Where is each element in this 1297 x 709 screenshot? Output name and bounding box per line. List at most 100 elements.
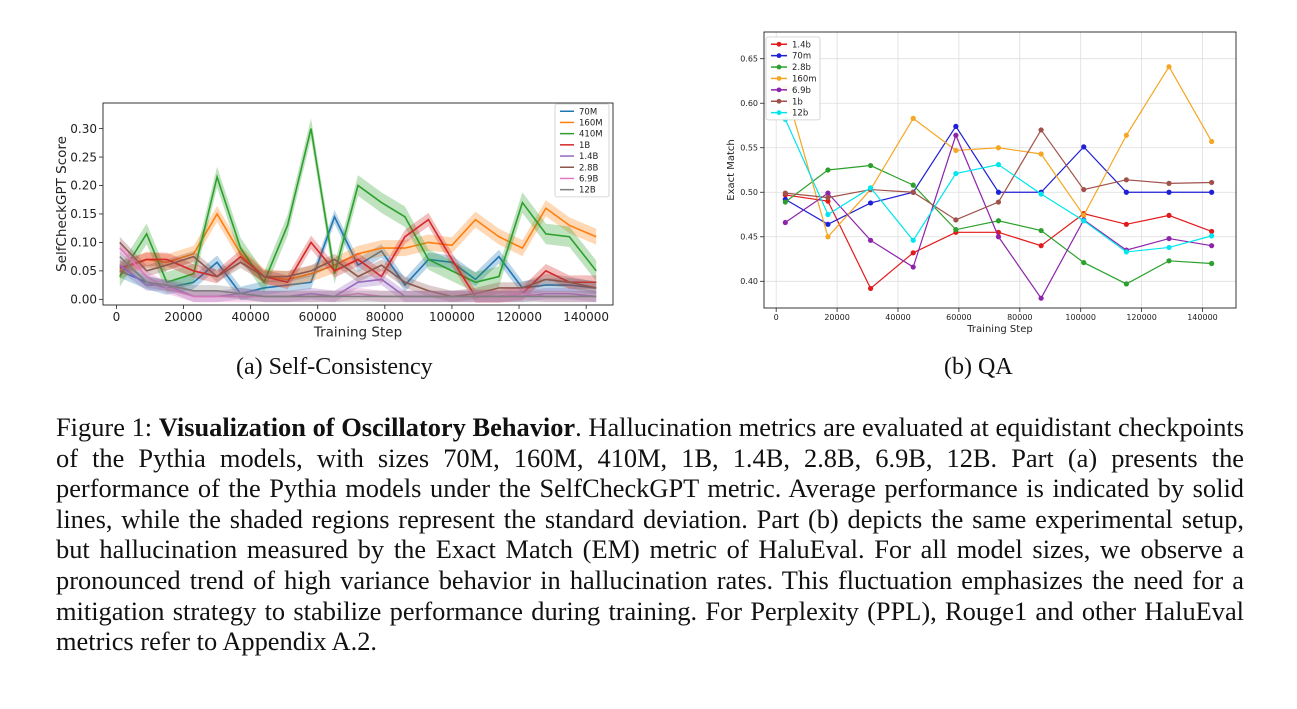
series-1-4b-point-2 — [867, 285, 874, 292]
legend-marker-2-8b — [776, 64, 782, 70]
self-consistency-chart-svg: 0 20000 40000 60000 80000 100000 120000 140000 0… — [54, 102, 614, 341]
caption-label: Figure 1: — [56, 412, 153, 442]
series-12b-point-8 — [1123, 249, 1129, 255]
legend-label-70m: 70m — [792, 52, 811, 62]
legend-label-2-8b: 2.8B — [579, 163, 599, 173]
y-tick-label-5: 0.25 — [70, 150, 97, 164]
series-2-8b-point-4 — [953, 227, 959, 233]
caption-title: Visualization of Oscillatory Behavior — [158, 412, 576, 442]
x-tick-label-3: 60000 — [299, 310, 337, 324]
series-12b-point-5 — [995, 162, 1002, 168]
series-1-4b-point-9 — [1166, 212, 1172, 219]
legend-label-6-9b: 6.9b — [792, 86, 811, 96]
legend-marker-70m — [776, 53, 782, 59]
y-tick-label-3: 0.15 — [70, 207, 97, 221]
x-axis-label: Training Step — [966, 324, 1032, 335]
panel-b-qa-chart: 0 20000 40000 60000 80000 100000 120000 140000 0… — [722, 25, 1242, 345]
series-6-9b-point-10 — [1209, 243, 1215, 249]
series-12b-std-band — [119, 250, 597, 303]
series-70m — [782, 123, 1215, 227]
series-70m-line — [785, 125, 1212, 225]
series-1b-point-3 — [910, 189, 916, 195]
series-410m-line — [119, 128, 597, 284]
series-160m-line — [784, 65, 1213, 238]
series-1-4b-point-10 — [1209, 228, 1215, 235]
series-12b-point-9 — [1166, 244, 1172, 251]
series-6-9b-line — [119, 247, 597, 298]
y-tick-label-4: 0.60 — [740, 99, 758, 108]
y-axis-label: SelfCheckGPT Score — [54, 136, 70, 272]
series-1-4b-point-8 — [1123, 221, 1129, 227]
x-tick-label-5: 100000 — [429, 310, 475, 324]
series-12b-point-6 — [1038, 191, 1044, 197]
series-70m — [119, 209, 597, 301]
y-tick-label-5: 0.65 — [740, 55, 758, 64]
series-12b-point-2 — [867, 185, 874, 191]
series-6-9b-point-3 — [910, 264, 916, 270]
series-2-8b-std-band — [119, 236, 597, 303]
x-tick-label-0: 0 — [113, 310, 121, 324]
legend-label-12b: 12B — [579, 186, 596, 196]
x-tick-label-3: 60000 — [946, 313, 971, 322]
y-tick-label-1: 0.45 — [740, 233, 758, 242]
series-1-4b — [782, 192, 1215, 292]
series-2-8b-point-3 — [910, 182, 916, 188]
series-1b — [782, 127, 1215, 223]
x-tick-label-1: 20000 — [824, 313, 849, 322]
plot-frame — [763, 31, 1237, 309]
series-70m-point-4 — [953, 123, 959, 129]
series-2-8b — [782, 162, 1215, 287]
series-1b-point-4 — [953, 217, 959, 223]
legend-label-12b: 12b — [792, 109, 808, 119]
series-70m-line — [119, 214, 597, 295]
qa-chart-svg: 0 20000 40000 60000 80000 100000 120000 140000 0… — [726, 31, 1237, 335]
x-tick-label-0: 0 — [774, 313, 779, 322]
series-410m — [119, 118, 597, 293]
y-tick-label-1: 0.05 — [70, 264, 97, 278]
series-160m-point-5 — [995, 145, 1002, 151]
series-2-8b-point-10 — [1209, 260, 1215, 267]
series-2-8b-point-9 — [1166, 258, 1172, 264]
series-12b-point-4 — [953, 170, 959, 177]
series-12b — [782, 116, 1215, 255]
series-1-4b-point-1 — [825, 198, 831, 204]
legend-marker-6-9b — [776, 87, 782, 93]
series-160m-point-10 — [1209, 138, 1215, 145]
series-1-4b-std-band — [119, 259, 597, 303]
series-2-8b-point-5 — [995, 218, 1002, 224]
legend-marker-1b — [776, 98, 782, 104]
legend-box — [554, 103, 610, 198]
series-1b-point-10 — [1209, 179, 1215, 186]
series-160m-point-4 — [953, 147, 959, 154]
series-160m-point-1 — [825, 234, 831, 240]
series-410m-std-band — [119, 118, 597, 293]
series-6-9b-point-6 — [1038, 295, 1044, 301]
series-6-9b — [782, 132, 1215, 301]
series-2-8b — [119, 236, 597, 303]
plot-frame — [102, 102, 614, 306]
series-12b-point-10 — [1209, 233, 1215, 239]
x-tick-label-4: 80000 — [1007, 313, 1032, 322]
series-2-8b-point-7 — [1081, 259, 1087, 266]
series-1-4b-point-6 — [1038, 243, 1044, 249]
series-160m-point-3 — [910, 115, 916, 121]
legend-label-1b: 1B — [579, 141, 590, 151]
series-2-8b-line — [119, 241, 597, 298]
legend-label-1-4b: 1.4b — [792, 40, 811, 50]
series-70m-point-7 — [1081, 144, 1087, 150]
subcaption-a: (a) Self-Consistency — [236, 354, 433, 380]
series-6-9b-point-9 — [1166, 235, 1172, 242]
series-12b-point-1 — [825, 211, 831, 218]
series-1b-point-8 — [1123, 177, 1129, 183]
x-tick-label-2: 40000 — [885, 313, 910, 322]
y-tick-label-6: 0.30 — [70, 122, 97, 136]
y-tick-label-4: 0.20 — [70, 179, 97, 193]
series-6-9b-point-0 — [782, 219, 788, 226]
series-12b-point-7 — [1081, 218, 1087, 224]
series-6-9b-point-2 — [867, 237, 874, 243]
series-70m-point-2 — [867, 200, 874, 206]
series-1b-std-band — [119, 212, 597, 303]
x-axis-label: Training Step — [313, 325, 402, 341]
